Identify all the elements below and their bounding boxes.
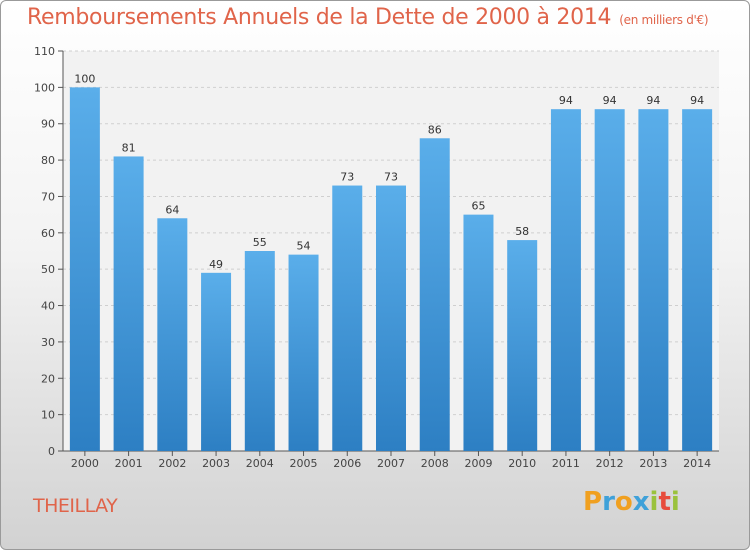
- bar: [113, 156, 144, 452]
- bar: [550, 109, 581, 451]
- data-label: 54: [297, 240, 311, 253]
- bar: [419, 138, 450, 452]
- logo-letter: i: [649, 487, 659, 517]
- y-tick-label: 100: [34, 81, 55, 94]
- data-label: 65: [471, 200, 485, 213]
- x-tick-label: 2007: [377, 457, 405, 470]
- data-label: 94: [646, 94, 660, 107]
- data-label: 49: [209, 258, 223, 271]
- logo-letter: t: [658, 487, 671, 517]
- x-tick-label: 2004: [246, 457, 274, 470]
- bar: [594, 109, 625, 451]
- bar: [157, 218, 188, 451]
- x-tick-label: 2014: [683, 457, 711, 470]
- y-tick-label: 10: [41, 409, 55, 422]
- logo-letter: i: [670, 487, 680, 517]
- bar: [288, 254, 319, 451]
- data-label: 86: [428, 123, 442, 136]
- logo-letter: o: [614, 487, 633, 517]
- x-tick-label: 2006: [333, 457, 361, 470]
- proxiti-logo: Proxiti: [583, 487, 680, 517]
- data-label: 58: [515, 225, 529, 238]
- chart-title-text: Remboursements Annuels de la Dette de 20…: [27, 5, 612, 30]
- y-tick-label: 80: [41, 154, 55, 167]
- bar: [244, 251, 275, 451]
- bar: [463, 214, 494, 451]
- bar: [507, 240, 538, 451]
- data-label: 73: [384, 171, 398, 184]
- data-label: 94: [603, 94, 617, 107]
- logo-letter: P: [583, 487, 603, 517]
- chart-title: Remboursements Annuels de la Dette de 20…: [27, 5, 709, 30]
- y-tick-label: 0: [48, 445, 55, 458]
- y-tick-label: 30: [41, 336, 55, 349]
- x-tick-label: 2008: [421, 457, 449, 470]
- bar: [638, 109, 669, 451]
- bar: [69, 87, 100, 451]
- x-tick-label: 2010: [508, 457, 536, 470]
- bar: [201, 272, 232, 451]
- x-tick-label: 2000: [71, 457, 99, 470]
- y-tick-label: 70: [41, 190, 55, 203]
- data-label: 81: [122, 141, 136, 154]
- data-label: 55: [253, 236, 267, 249]
- x-tick-label: 2012: [596, 457, 624, 470]
- x-tick-label: 2011: [552, 457, 580, 470]
- y-tick-label: 60: [41, 227, 55, 240]
- y-tick-label: 40: [41, 300, 55, 313]
- logo-letter: r: [602, 487, 615, 517]
- x-tick-label: 2002: [158, 457, 186, 470]
- location-label: THEILLAY: [33, 495, 118, 517]
- y-tick-label: 110: [34, 45, 55, 58]
- bar: [682, 109, 713, 451]
- data-label: 73: [340, 171, 354, 184]
- y-tick-label: 90: [41, 118, 55, 131]
- data-label: 94: [690, 94, 704, 107]
- x-tick-label: 2005: [290, 457, 318, 470]
- x-tick-label: 2009: [464, 457, 492, 470]
- x-tick-label: 2001: [115, 457, 143, 470]
- y-tick-label: 50: [41, 263, 55, 276]
- y-tick-label: 20: [41, 372, 55, 385]
- data-label: 94: [559, 94, 573, 107]
- x-tick-label: 2013: [639, 457, 667, 470]
- bar: [332, 185, 363, 451]
- x-tick-label: 2003: [202, 457, 230, 470]
- bar: [376, 185, 406, 451]
- chart-unit: (en milliers d'€): [619, 13, 709, 27]
- data-label: 100: [74, 72, 95, 85]
- data-label: 64: [165, 203, 179, 216]
- logo-letter: x: [632, 487, 650, 517]
